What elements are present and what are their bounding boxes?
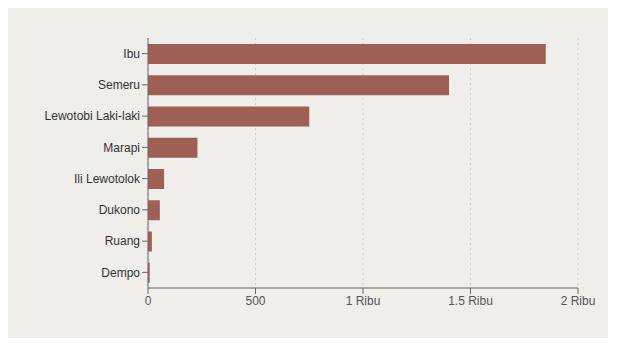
svg-text:Semeru: Semeru [98,78,140,92]
svg-text:Ili Lewotolok: Ili Lewotolok [74,172,141,186]
svg-text:1.5 Ribu: 1.5 Ribu [448,294,493,308]
svg-text:Marapi: Marapi [103,141,140,155]
svg-text:Ibu: Ibu [123,47,140,61]
svg-text:Lewotobi Laki-laki: Lewotobi Laki-laki [45,109,140,123]
svg-text:0: 0 [145,294,152,308]
svg-text:1 Ribu: 1 Ribu [346,294,381,308]
svg-text:Dukono: Dukono [99,203,141,217]
svg-text:500: 500 [245,294,265,308]
svg-text:Ruang: Ruang [105,234,140,248]
svg-text:Dempo: Dempo [101,266,140,280]
svg-text:2 Ribu: 2 Ribu [561,294,596,308]
